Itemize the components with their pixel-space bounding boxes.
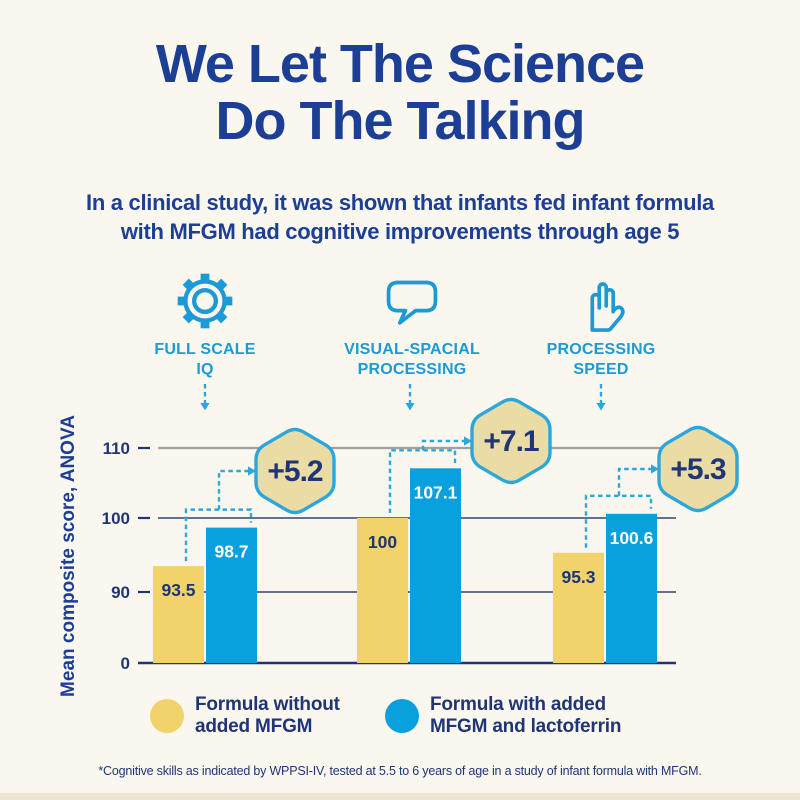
category-label: FULL SCALE IQ bbox=[154, 340, 255, 379]
category-label-line: PROCESSING bbox=[357, 360, 467, 378]
category-label-line: IQ bbox=[196, 360, 214, 378]
legend-swatch-blue bbox=[385, 699, 419, 734]
legend-item-formula-with-mfgm-lactoferrin: Formula with added MFGM and lactoferrin bbox=[385, 694, 621, 739]
y-tick-label-0: 0 bbox=[121, 654, 130, 673]
bar-value-label-blue-2: 100.6 bbox=[610, 528, 654, 548]
delta-badge-label-1: +7.1 bbox=[483, 425, 539, 458]
legend-label-line: Formula with added bbox=[430, 694, 606, 715]
badge-connector-dashed-2 bbox=[617, 467, 651, 496]
badge-connector-dashed-1 bbox=[421, 439, 464, 451]
bar-yellow-1 bbox=[357, 518, 408, 663]
chart-legend: Formula without added MFGM Formula with … bbox=[0, 694, 800, 746]
y-tick-label-110: 110 bbox=[103, 439, 130, 458]
delta-badge-2 bbox=[657, 425, 739, 513]
category-processing-speed: PROCESSING SPEED bbox=[506, 268, 696, 379]
gear-icon bbox=[172, 268, 238, 334]
title-line-1: We Let The Science bbox=[155, 34, 645, 94]
bar-yellow-0 bbox=[153, 566, 204, 663]
y-tick-label-100: 100 bbox=[102, 509, 130, 528]
bar-blue-1 bbox=[410, 468, 461, 663]
delta-badge-0 bbox=[254, 427, 336, 515]
legend-label: Formula with added MFGM and lactoferrin bbox=[430, 694, 621, 739]
bar-value-label-yellow-1: 100 bbox=[368, 532, 397, 552]
badge-connector-dashed-0 bbox=[217, 469, 248, 510]
category-label-line: FULL SCALE bbox=[154, 341, 256, 358]
legend-label-line: MFGM and lactoferrin bbox=[430, 716, 622, 738]
legend-label-line: added MFGM bbox=[195, 716, 313, 738]
bar-blue-0 bbox=[206, 527, 257, 663]
legend-label: Formula without added MFGM bbox=[195, 694, 340, 739]
arrowhead-down bbox=[200, 403, 210, 411]
category-label-line: PROCESSING bbox=[546, 341, 656, 358]
category-full-scale-iq: FULL SCALE IQ bbox=[110, 268, 300, 379]
legend-label-line: Formula without bbox=[195, 694, 340, 715]
arrowhead-right bbox=[651, 464, 659, 474]
speech-bubble-icon bbox=[381, 268, 443, 334]
category-label-line: SPEED bbox=[573, 360, 629, 378]
bar-blue-2 bbox=[606, 513, 657, 663]
delta-badge-label-2: +5.3 bbox=[670, 453, 726, 486]
y-tick-label-90: 90 bbox=[111, 583, 130, 602]
delta-badge-1 bbox=[470, 397, 552, 485]
subtitle-line-2: with MFGM had cognitive improvements thr… bbox=[120, 219, 680, 245]
bar-value-label-blue-0: 98.7 bbox=[214, 542, 248, 562]
legend-swatch-yellow bbox=[150, 699, 184, 734]
y-axis-label: Mean composite score, ANOVA bbox=[58, 415, 79, 697]
bar-value-label-blue-1: 107.1 bbox=[414, 482, 458, 502]
delta-badge-label-0: +5.2 bbox=[267, 455, 323, 488]
bar-yellow-2 bbox=[553, 552, 604, 663]
subtitle: In a clinical study, it was shown that i… bbox=[0, 188, 800, 246]
arrowhead-down bbox=[596, 403, 606, 411]
legend-item-formula-without-mfgm: Formula without added MFGM bbox=[150, 694, 340, 739]
hand-icon bbox=[570, 268, 632, 334]
category-label-line: VISUAL-SPACIAL bbox=[344, 341, 480, 358]
category-label: PROCESSING SPEED bbox=[547, 340, 656, 379]
title-line-2: Do The Talking bbox=[215, 91, 585, 152]
bottom-strip bbox=[0, 793, 800, 800]
subtitle-line-1: In a clinical study, it was shown that i… bbox=[86, 190, 714, 215]
arrowhead-right bbox=[248, 466, 256, 476]
bar-value-label-yellow-0: 93.5 bbox=[161, 580, 195, 600]
footnote: *Cognitive skills as indicated by WPPSI-… bbox=[98, 764, 702, 778]
arrowhead-down bbox=[405, 403, 415, 411]
arrowhead-right bbox=[464, 436, 472, 446]
bar-value-label-yellow-2: 95.3 bbox=[561, 567, 595, 587]
page-title: We Let The Science Do The Talking bbox=[0, 34, 800, 152]
category-visual-spacial-processing: VISUAL-SPACIAL PROCESSING bbox=[317, 268, 507, 379]
category-label: VISUAL-SPACIAL PROCESSING bbox=[344, 340, 480, 379]
